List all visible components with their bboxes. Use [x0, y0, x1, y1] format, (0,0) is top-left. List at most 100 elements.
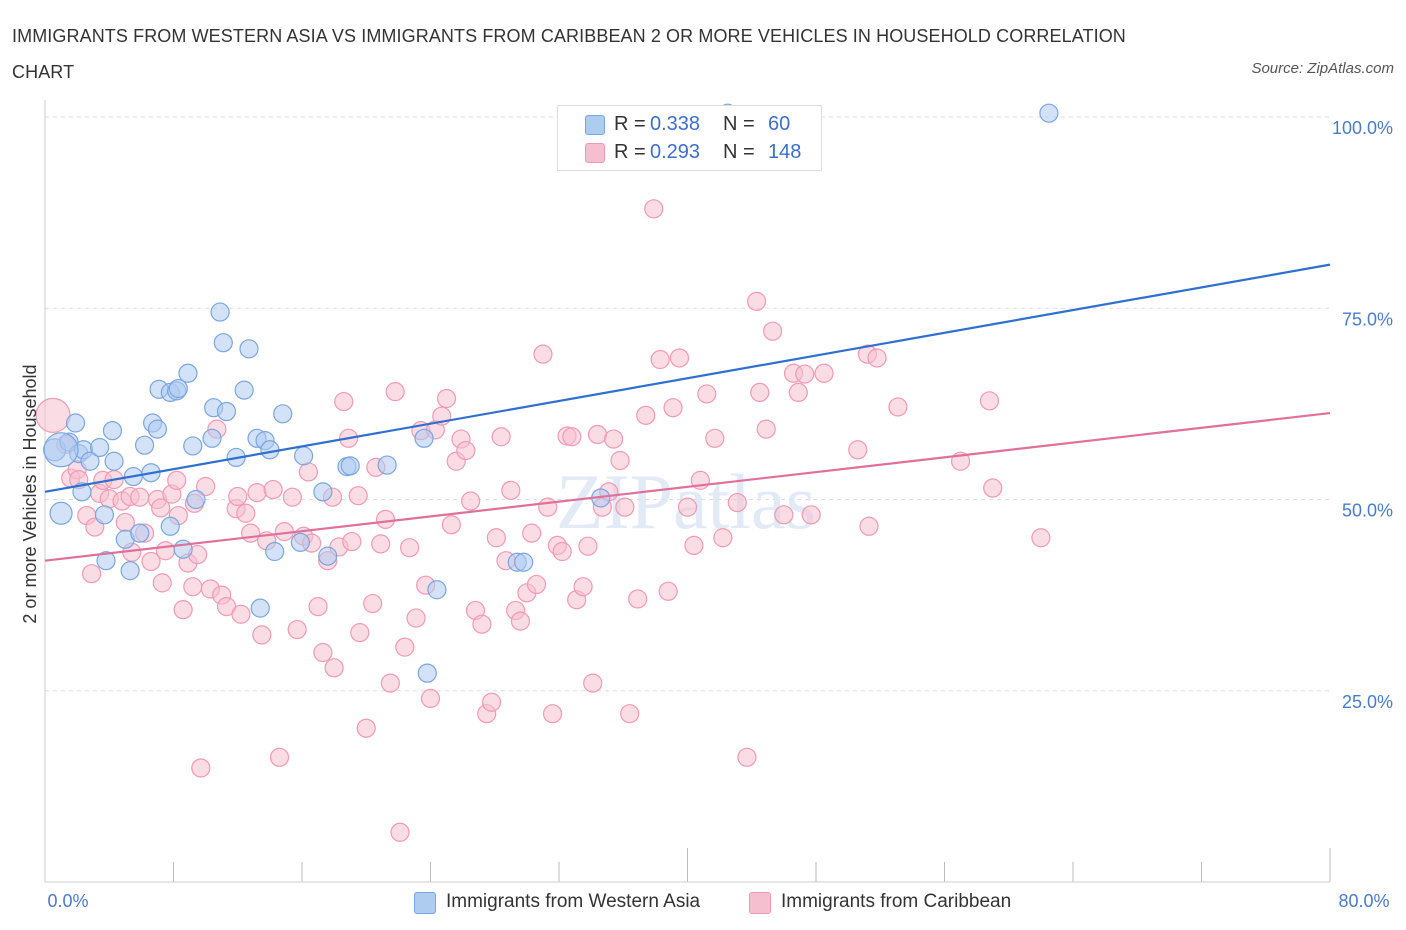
western-asia-point — [294, 446, 314, 466]
caribbean-point — [263, 479, 283, 500]
y-tick-label: 50.0% — [1342, 501, 1393, 521]
western-asia-point — [49, 501, 73, 525]
caribbean-point — [390, 822, 410, 842]
caribbean-point — [167, 470, 187, 490]
western-asia-point — [414, 428, 434, 448]
caribbean-point — [334, 391, 354, 412]
y-tick-label: 25.0% — [1342, 692, 1393, 712]
r-label: R = — [614, 141, 646, 163]
western-asia-point — [134, 435, 155, 455]
legend-item-caribbean: Immigrants from Caribbean — [749, 888, 1049, 916]
blue-swatch — [585, 115, 605, 135]
caribbean-point — [650, 349, 670, 370]
western-asia-point — [250, 598, 270, 618]
western-asia-point — [377, 455, 397, 475]
n-label: N = — [723, 113, 755, 135]
western-asia-point — [417, 663, 437, 683]
western-asia-point — [427, 580, 447, 600]
caribbean-point — [801, 505, 821, 525]
western-asia-point — [313, 482, 333, 502]
caribbean-point — [750, 382, 770, 402]
pink-swatch — [749, 892, 771, 914]
western-asia-point — [234, 380, 254, 400]
pink-swatch — [585, 143, 605, 163]
caribbean-point — [348, 486, 368, 506]
western-asia-point — [273, 404, 293, 424]
y-tick-labels: 25.0% 50.0% 75.0% 100.0% — [1332, 118, 1393, 712]
caribbean-point — [867, 348, 887, 368]
caribbean-point — [578, 536, 598, 556]
caribbean-point — [737, 747, 757, 767]
western-asia-point — [65, 413, 86, 433]
caribbean-point — [501, 480, 521, 500]
western-asia-point — [104, 451, 124, 471]
caribbean-points — [35, 199, 1051, 842]
caribbean-point — [380, 673, 400, 693]
caribbean-point — [152, 573, 172, 593]
x-tick-label-min: 0.0% — [47, 891, 88, 911]
caribbean-point — [684, 535, 704, 556]
caribbean-point — [269, 747, 290, 767]
caribbean-point — [350, 623, 370, 643]
r-value: 0.338 — [650, 113, 701, 135]
caribbean-point — [669, 348, 690, 368]
caribbean-point — [151, 498, 171, 518]
caribbean-point — [406, 608, 426, 628]
caribbean-point — [983, 478, 1003, 498]
western-asia-point — [318, 546, 338, 566]
western-asia-point — [130, 523, 150, 543]
y-tick-label: 75.0% — [1342, 309, 1393, 329]
x-tick-label-max: 80.0% — [1338, 891, 1389, 911]
caribbean-point — [522, 523, 542, 543]
caribbean-point — [481, 692, 502, 712]
caribbean-point — [324, 658, 344, 678]
caribbean-point — [282, 487, 302, 507]
caribbean-point — [610, 450, 630, 471]
caribbean-point — [713, 528, 733, 548]
caribbean-point — [1031, 528, 1051, 548]
blue-swatch — [414, 892, 436, 914]
caribbean-point — [371, 534, 391, 554]
caribbean-point — [814, 363, 834, 383]
caribbean-point — [491, 427, 511, 447]
caribbean-point — [795, 364, 815, 384]
western-asia-trend-line — [44, 263, 1331, 493]
legend-item-western-asia: Immigrants from Western Asia — [414, 888, 734, 916]
western-asia-point — [210, 302, 230, 322]
caribbean-point — [573, 577, 593, 597]
caribbean-point — [472, 614, 492, 634]
caribbean-point — [35, 397, 71, 433]
r-value: 0.293 — [650, 141, 701, 163]
caribbean-point — [677, 497, 698, 517]
western-asia-point — [147, 419, 168, 439]
caribbean-point — [363, 593, 383, 614]
caribbean-point — [456, 440, 476, 461]
caribbean-point — [727, 492, 747, 513]
caribbean-point — [979, 391, 1000, 411]
caribbean-point — [888, 397, 908, 417]
western-asia-point — [94, 505, 115, 525]
caribbean-point — [763, 321, 783, 341]
n-value: 148 — [768, 141, 802, 163]
caribbean-point — [141, 551, 161, 572]
western-asia-point — [178, 363, 198, 383]
chart-title: IMMIGRANTS FROM WESTERN ASIA VS IMMIGRAN… — [12, 26, 1126, 82]
legend-row-caribbean: R = 0.293 N = 148 — [558, 138, 821, 166]
caribbean-point — [542, 704, 563, 724]
western-asia-point — [260, 440, 280, 460]
caribbean-point — [583, 673, 603, 693]
western-asia-point — [160, 516, 180, 536]
caribbean-point — [538, 497, 558, 517]
caribbean-point — [395, 637, 415, 657]
caribbean-point — [236, 503, 256, 523]
caribbean-point — [604, 429, 624, 449]
western-asia-point — [80, 451, 100, 471]
caribbean-point — [247, 483, 267, 503]
legend-label: Immigrants from Western Asia — [446, 891, 701, 912]
caribbean-point — [436, 388, 457, 409]
caribbean-point — [636, 405, 656, 425]
western-asia-point — [1039, 103, 1059, 123]
caribbean-point — [705, 428, 725, 448]
r-label: R = — [614, 113, 646, 135]
